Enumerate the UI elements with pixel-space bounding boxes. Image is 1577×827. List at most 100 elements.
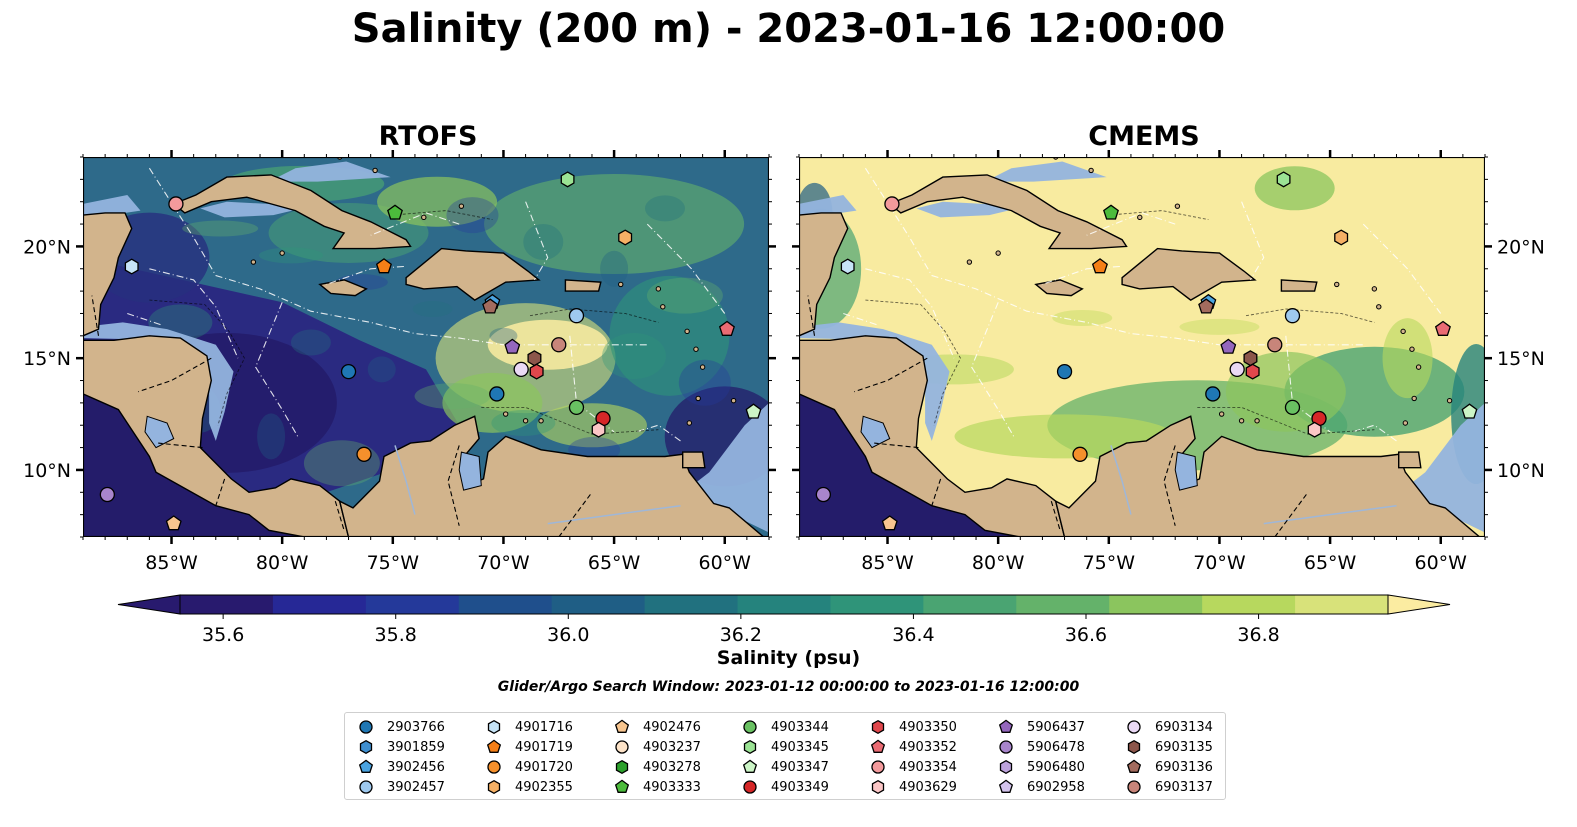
legend-item: 5906437 <box>997 717 1085 737</box>
float-marker-4903350 <box>1245 363 1260 380</box>
float-marker-6903135 <box>527 350 542 367</box>
colorbar-tick-label: 36.2 <box>720 624 762 645</box>
pentagon-marker-icon <box>486 739 502 753</box>
legend-column: 4903344 4903345 4903347 4903349 <box>741 717 829 797</box>
legend-label: 4903354 <box>899 759 957 775</box>
lon-tick-label: 75°W <box>367 552 420 574</box>
legend-item: 3901859 <box>357 737 445 757</box>
circle-marker-icon <box>999 740 1013 754</box>
float-marker-4903333 <box>1103 204 1119 220</box>
colorbar-bin <box>1109 595 1203 614</box>
colorbar-bin <box>272 595 367 614</box>
lat-tick-label: 10°N <box>23 460 71 482</box>
pentagon-marker-icon <box>998 719 1014 733</box>
colorbar-tick-label: 36.0 <box>547 624 589 645</box>
legend-swatch <box>998 719 1014 733</box>
float-marker-4902355 <box>1334 229 1349 246</box>
float-marker-4903333 <box>387 204 403 220</box>
legend-swatch <box>743 720 757 734</box>
float-marker-4903345 <box>1276 171 1291 188</box>
legend-swatch <box>1126 759 1142 773</box>
colorbar-label: Salinity (psu) <box>716 647 861 669</box>
pentagon-marker-icon <box>742 759 758 773</box>
float-marker-5906437 <box>1220 338 1237 354</box>
land-cuba <box>172 174 412 250</box>
lat-tick-label: 20°N <box>1497 236 1545 258</box>
legend-label: 4903344 <box>771 719 829 735</box>
pentagon-marker-icon <box>870 739 886 753</box>
float-marker-4903354 <box>168 196 184 212</box>
legend-item: 6903137 <box>1125 777 1213 797</box>
legend-column: 4903350 4903352 4903354 4903629 <box>869 717 957 797</box>
lon-tick-label: 65°W <box>588 552 641 574</box>
float-marker-4903629 <box>1307 421 1322 438</box>
legend-item: 4901720 <box>485 757 573 777</box>
float-marker-4901719 <box>375 258 392 274</box>
pentagon-marker-icon <box>358 759 374 773</box>
legend: 2903766 3901859 3902456 3902457 4901716 49017… <box>344 712 1226 800</box>
figure-title: Salinity (200 m) - 2023-01-16 12:00:00 <box>351 6 1226 52</box>
lon-tick-label: 85°W <box>861 552 914 574</box>
float-marker-4903347 <box>745 403 762 419</box>
float-marker-extra <box>489 386 505 402</box>
circle-marker-icon <box>1127 720 1141 734</box>
legend-label: 6903136 <box>1155 759 1213 775</box>
legend-item: 4901719 <box>485 737 573 757</box>
legend-swatch <box>615 740 629 754</box>
lon-tick-label: 75°W <box>1083 552 1136 574</box>
float-marker-2903766 <box>340 363 357 380</box>
legend-label: 5906480 <box>1027 759 1085 775</box>
legend-item: 4903333 <box>613 777 701 797</box>
legend-label: 6902958 <box>1027 779 1085 795</box>
legend-swatch <box>359 780 373 794</box>
lat-tick-label: 15°N <box>1497 348 1545 370</box>
legend-swatch <box>871 779 885 795</box>
legend-swatch <box>870 739 886 753</box>
colorbar-bin <box>180 595 274 614</box>
legend-item: 6903136 <box>1125 757 1213 777</box>
legend-label: 6903135 <box>1155 739 1213 755</box>
hexagon-marker-icon <box>1127 739 1141 755</box>
colorbar-tick-label: 35.8 <box>375 624 417 645</box>
legend-label: 6903134 <box>1155 719 1213 735</box>
legend-column: 5906437 5906478 5906480 6902958 <box>997 717 1085 797</box>
colorbar-bin <box>737 595 831 614</box>
hexagon-marker-icon <box>615 759 629 775</box>
legend-swatch <box>615 759 629 775</box>
lon-tick-label: 70°W <box>1193 552 1246 574</box>
legend-swatch <box>871 719 885 735</box>
lon-tick-label: 80°W <box>972 552 1025 574</box>
land-hispaniola <box>1121 247 1257 301</box>
legend-swatch <box>359 739 373 755</box>
legend-column: 4901716 4901719 4901720 4902355 <box>485 717 573 797</box>
legend-item: 4903629 <box>869 777 957 797</box>
colorbar-tick-label: 36.4 <box>892 624 934 645</box>
legend-label: 4903347 <box>771 759 829 775</box>
float-marker-4903347 <box>1461 403 1478 419</box>
hexagon-marker-icon <box>743 739 757 755</box>
legend-swatch <box>999 759 1013 775</box>
circle-marker-icon <box>743 780 757 794</box>
legend-item: 4903350 <box>869 717 957 737</box>
land-south-america <box>338 415 769 537</box>
hexagon-marker-icon <box>999 759 1013 775</box>
legend-item: 4902355 <box>485 777 573 797</box>
land-puerto-rico <box>564 279 602 292</box>
legend-swatch <box>614 779 630 793</box>
legend-label: 3902456 <box>387 759 445 775</box>
legend-item: 2903766 <box>357 717 445 737</box>
land-trinidad <box>682 451 706 469</box>
colorbar-under-arrow <box>117 594 181 615</box>
legend-item: 3902456 <box>357 757 445 777</box>
float-marker-3902457 <box>1284 308 1301 324</box>
colorbar-bin <box>1016 595 1110 614</box>
legend-label: 3901859 <box>387 739 445 755</box>
legend-item: 3902457 <box>357 777 445 797</box>
float-marker-extra <box>815 486 831 503</box>
legend-label: 4903629 <box>899 779 957 795</box>
panel-title-cmems: CMEMS <box>1088 121 1200 152</box>
colorbar-bin <box>551 595 646 614</box>
float-marker-2903766 <box>1056 363 1073 380</box>
float-marker-4903345 <box>560 171 575 188</box>
legend-item: 4902476 <box>613 717 701 737</box>
